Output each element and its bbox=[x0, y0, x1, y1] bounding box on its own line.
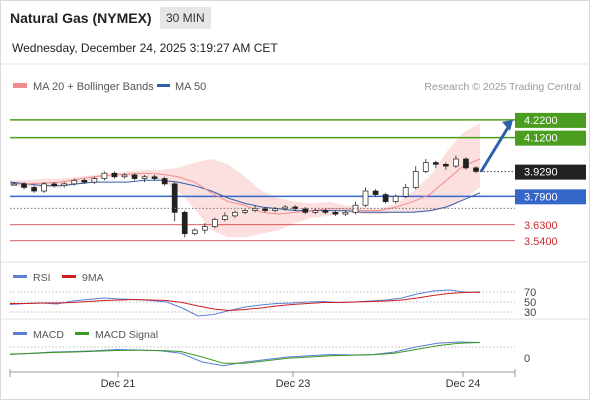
scenario-arrow-head bbox=[502, 119, 513, 131]
candle-body bbox=[262, 208, 268, 211]
candle-body bbox=[161, 178, 168, 185]
candle-body bbox=[242, 210, 248, 213]
candle-body bbox=[232, 211, 238, 217]
candle-body bbox=[422, 162, 429, 172]
legend-macd-swatch bbox=[13, 332, 27, 335]
legend-9ma-swatch bbox=[62, 275, 76, 278]
candle-body bbox=[91, 178, 98, 183]
level-tag-4.2200 bbox=[515, 112, 586, 128]
candle-body bbox=[272, 208, 278, 211]
candle-body bbox=[141, 176, 148, 179]
candle-body bbox=[372, 190, 379, 195]
candle-body bbox=[51, 183, 58, 187]
legend-ma50-swatch bbox=[157, 84, 170, 87]
candle-body bbox=[171, 183, 178, 213]
macd-signal-line bbox=[9, 342, 481, 364]
legend-macd-label: MACD bbox=[33, 329, 64, 341]
rsi-tick-50: 50 bbox=[524, 297, 536, 309]
candle-body bbox=[121, 174, 128, 178]
legend-ma20-swatch bbox=[13, 83, 27, 88]
candle-body bbox=[432, 162, 439, 165]
legend-ma50-label: MA 50 bbox=[175, 81, 206, 93]
candle-body bbox=[312, 210, 319, 213]
timestamp: Wednesday, December 24, 2025 3:19:27 AM … bbox=[12, 41, 278, 55]
rsi-tick-70: 70 bbox=[524, 287, 536, 299]
candle-body bbox=[292, 206, 299, 210]
candle-body bbox=[131, 174, 138, 179]
candle-body bbox=[362, 190, 369, 206]
candle-body bbox=[332, 211, 339, 215]
candle-body bbox=[111, 172, 118, 178]
candle-body bbox=[81, 179, 88, 183]
level-label-3.7900: 3.7900 bbox=[524, 191, 558, 203]
candle-body bbox=[21, 183, 27, 188]
instrument-title: Natural Gas (NYMEX) bbox=[10, 10, 152, 26]
legend-9ma-label: 9MA bbox=[82, 272, 104, 284]
candle-body bbox=[61, 183, 68, 187]
candle-body bbox=[453, 158, 459, 167]
last-price-label: 3.9290 bbox=[524, 167, 558, 179]
candle-body bbox=[382, 194, 389, 203]
scenario-arrow-shaft bbox=[479, 125, 511, 173]
rsi-9ma-line bbox=[10, 291, 481, 312]
rsi-line bbox=[9, 289, 481, 317]
credit-text: Research © 2025 Trading Central bbox=[424, 81, 581, 93]
macd-tick-0: 0 bbox=[524, 353, 530, 365]
macd-panel: 0 bbox=[9, 341, 530, 367]
bollinger-band bbox=[10, 123, 480, 238]
level-label-4.1200: 4.1200 bbox=[524, 133, 558, 145]
x-tick-label: Dec 24 bbox=[446, 378, 481, 390]
candle-body bbox=[322, 210, 329, 213]
level-label-4.2200: 4.2200 bbox=[524, 115, 558, 127]
x-axis-ticks: Dec 21 Dec 23 Dec 24 bbox=[9, 369, 516, 390]
candle-body bbox=[473, 167, 479, 172]
legend-ma20-label: MA 20 + Bollinger Bands bbox=[33, 81, 154, 93]
candle-body bbox=[41, 183, 47, 192]
level-tag-3.7900 bbox=[515, 189, 586, 205]
candle-body bbox=[11, 183, 17, 186]
candle-body bbox=[181, 211, 188, 235]
candle-body bbox=[402, 187, 409, 197]
candle-body bbox=[252, 208, 258, 211]
level-label-3.5400: 3.5400 bbox=[524, 236, 558, 248]
price-panel: 4.2200 4.1200 3.9290 3.7900 3.6300 3.5400 bbox=[9, 112, 586, 248]
ma50-line bbox=[9, 179, 481, 213]
level-tag-4.1200 bbox=[515, 130, 586, 146]
candle-body bbox=[31, 187, 37, 192]
timeframe-badge[interactable]: 30 MIN bbox=[160, 7, 211, 29]
candle-body bbox=[71, 179, 78, 185]
legend-rsi-label: RSI bbox=[33, 272, 51, 284]
candle-body bbox=[191, 229, 198, 235]
rsi-tick-30: 30 bbox=[524, 307, 536, 319]
candle-body bbox=[443, 163, 449, 167]
ma20-line bbox=[10, 158, 481, 215]
candle-body bbox=[392, 195, 399, 203]
candle-body bbox=[212, 219, 218, 227]
candle-body bbox=[201, 226, 208, 231]
candle-body bbox=[101, 172, 108, 179]
x-tick-label: Dec 23 bbox=[276, 378, 311, 390]
x-tick-label: Dec 21 bbox=[101, 378, 136, 390]
legend-rsi-swatch bbox=[13, 275, 27, 278]
level-label-3.6300: 3.6300 bbox=[524, 220, 558, 232]
candle-body bbox=[463, 158, 469, 169]
candle-body bbox=[302, 208, 309, 213]
candle-body bbox=[151, 176, 158, 179]
candle-body bbox=[342, 211, 349, 215]
legend-macd-signal-swatch bbox=[75, 332, 89, 335]
macd-line bbox=[9, 341, 481, 367]
last-price-tag bbox=[515, 164, 586, 180]
legend-macd-signal-label: MACD Signal bbox=[95, 329, 158, 341]
candle-body bbox=[412, 171, 419, 188]
candle-body bbox=[222, 215, 228, 220]
